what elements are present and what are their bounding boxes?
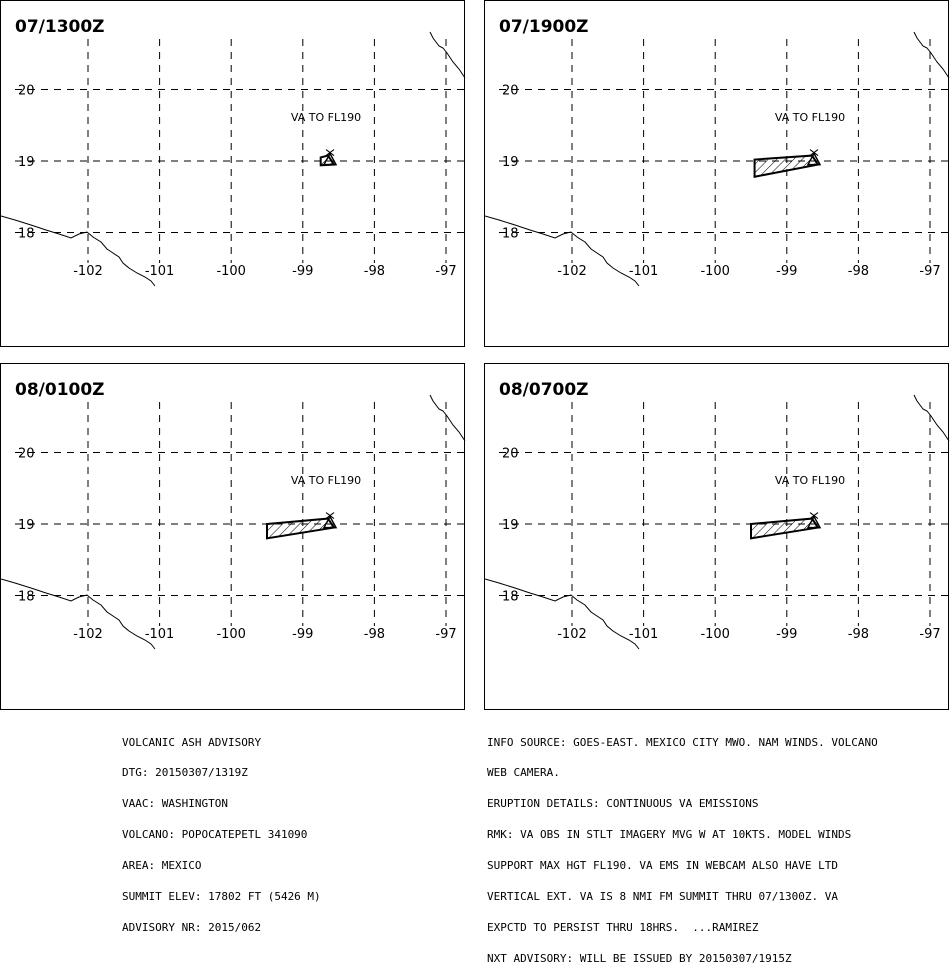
advisory-line: INFO SOURCE: GOES-EAST. MEXICO CITY MWO.… — [487, 735, 878, 749]
latitude-tick-label: 20 — [18, 447, 35, 462]
panel-time-label: 08/0100Z — [15, 380, 105, 400]
coastline-gulf — [429, 31, 466, 79]
latitude-tick-label: 19 — [18, 518, 35, 533]
advisory-line: AREA: MEXICO — [122, 859, 202, 873]
longitude-tick-label: -97 — [919, 264, 940, 279]
map-canvas: -102 -101 -100 -99 -98 -97 20 19 18 VA TO FL190 — [1, 31, 466, 287]
longitude-tick-label: -100 — [700, 264, 730, 279]
longitude-tick-label: -101 — [145, 264, 175, 279]
ash-cloud-area — [750, 517, 820, 540]
advisory-line: NXT ADVISORY: WILL BE ISSUED BY 20150307… — [487, 951, 792, 965]
latitude-tick-label: 19 — [502, 155, 519, 170]
advisory-line: SUPPORT MAX HGT FL190. VA EMS IN WEBCAM … — [487, 859, 838, 873]
ash-level-label: VA TO FL190 — [291, 474, 361, 487]
volcano-triangle-icon — [322, 515, 338, 529]
ash-cloud-area — [266, 517, 336, 540]
latitude-tick-label: 20 — [502, 447, 519, 462]
map-canvas: -102 -101 -100 -99 -98 -97 20 19 18 VA TO FL190 — [485, 394, 950, 650]
coastline-pacific — [1, 578, 156, 650]
advisory-line: VOLCANO: POPOCATEPETL 341090 — [122, 828, 308, 842]
longitude-tick-label: -102 — [557, 264, 587, 279]
longitude-tick-label: -101 — [629, 627, 659, 642]
longitude-tick-label: -97 — [435, 264, 456, 279]
map-canvas: -102 -101 -100 -99 -98 -97 20 19 18 VA TO FL190 — [1, 394, 466, 650]
volcano-mark-stroke — [809, 512, 819, 519]
latitude-tick-label: 19 — [18, 155, 35, 170]
advisory-line: DTG: 20150307/1319Z — [122, 766, 248, 780]
longitude-tick-label: -97 — [919, 627, 940, 642]
coastline-gulf — [913, 31, 950, 79]
longitude-tick-label: -99 — [776, 264, 797, 279]
forecast-panel: -102 -101 -100 -99 -98 -97 20 19 18 VA TO FL190 0… — [484, 0, 950, 347]
advisory-line: WEB CAMERA. — [487, 766, 560, 780]
forecast-panel: -102 -101 -100 -99 -98 -97 20 19 18 VA TO FL190 0… — [0, 0, 466, 347]
ash-cloud-area — [753, 154, 820, 178]
advisory-line: VAAC: WASHINGTON — [122, 797, 228, 811]
longitude-tick-label: -98 — [364, 264, 385, 279]
longitude-tick-label: -98 — [364, 627, 385, 642]
ash-level-label: VA TO FL190 — [775, 111, 845, 124]
map-canvas: -102 -101 -100 -99 -98 -97 20 19 18 VA TO FL190 — [485, 31, 950, 287]
advisory-line: VOLCANIC ASH ADVISORY — [122, 735, 262, 749]
longitude-tick-label: -102 — [557, 627, 587, 642]
longitude-tick-label: -102 — [73, 627, 103, 642]
advisory-line: VERTICAL EXT. VA IS 8 NMI FM SUMMIT THRU… — [487, 890, 838, 904]
advisory-line: ERUPTION DETAILS: CONTINUOUS VA EMISSION… — [487, 797, 759, 811]
volcano-triangle-icon — [806, 152, 822, 166]
coastline-gulf — [429, 394, 466, 442]
coastline-gulf — [913, 394, 950, 442]
latitude-tick-label: 20 — [502, 84, 519, 99]
advisory-line: SUMMIT ELEV: 17802 FT (5426 M) — [122, 890, 321, 904]
longitude-tick-label: -98 — [848, 264, 869, 279]
coastline-pacific — [1, 215, 156, 287]
volcano-mark-stroke — [325, 512, 335, 519]
panel-time-label: 07/1900Z — [499, 17, 589, 37]
longitude-tick-label: -97 — [435, 627, 456, 642]
volcano-triangle-icon — [322, 152, 338, 166]
volcano-mark-stroke — [809, 149, 819, 156]
ash-level-label: VA TO FL190 — [291, 111, 361, 124]
coastline-pacific — [485, 578, 640, 650]
panel-time-label: 07/1300Z — [15, 17, 105, 37]
advisory-line: RMK: VA OBS IN STLT IMAGERY MVG W AT 10K… — [487, 828, 852, 842]
latitude-tick-label: 18 — [18, 590, 35, 605]
forecast-panel: -102 -101 -100 -99 -98 -97 20 19 18 VA TO FL190 0… — [484, 363, 950, 710]
advisory-line: EXPCTD TO PERSIST THRU 18HRS. ...RAMIREZ — [487, 920, 759, 934]
panel-time-label: 08/0700Z — [499, 380, 589, 400]
longitude-tick-label: -98 — [848, 627, 869, 642]
volcano-triangle-icon — [806, 515, 822, 529]
longitude-tick-label: -99 — [292, 264, 313, 279]
advisory-info-right: INFO SOURCE: GOES-EAST. MEXICO CITY MWO.… — [487, 717, 878, 974]
latitude-tick-label: 19 — [502, 518, 519, 533]
longitude-tick-label: -99 — [292, 627, 313, 642]
latitude-tick-label: 18 — [18, 227, 35, 242]
latitude-tick-label: 18 — [502, 227, 519, 242]
longitude-tick-label: -100 — [216, 264, 246, 279]
coastline-pacific — [485, 215, 640, 287]
latitude-tick-label: 18 — [502, 590, 519, 605]
advisory-info-left: VOLCANIC ASH ADVISORY DTG: 20150307/1319… — [122, 717, 321, 944]
longitude-tick-label: -100 — [216, 627, 246, 642]
longitude-tick-label: -100 — [700, 627, 730, 642]
latitude-tick-label: 20 — [18, 84, 35, 99]
longitude-tick-label: -99 — [776, 627, 797, 642]
longitude-tick-label: -101 — [145, 627, 175, 642]
longitude-tick-label: -101 — [629, 264, 659, 279]
forecast-panel: -102 -101 -100 -99 -98 -97 20 19 18 VA TO FL190 0… — [0, 363, 466, 710]
longitude-tick-label: -102 — [73, 264, 103, 279]
ash-level-label: VA TO FL190 — [775, 474, 845, 487]
advisory-line: ADVISORY NR: 2015/062 — [122, 920, 262, 934]
volcano-mark-stroke — [325, 149, 335, 156]
